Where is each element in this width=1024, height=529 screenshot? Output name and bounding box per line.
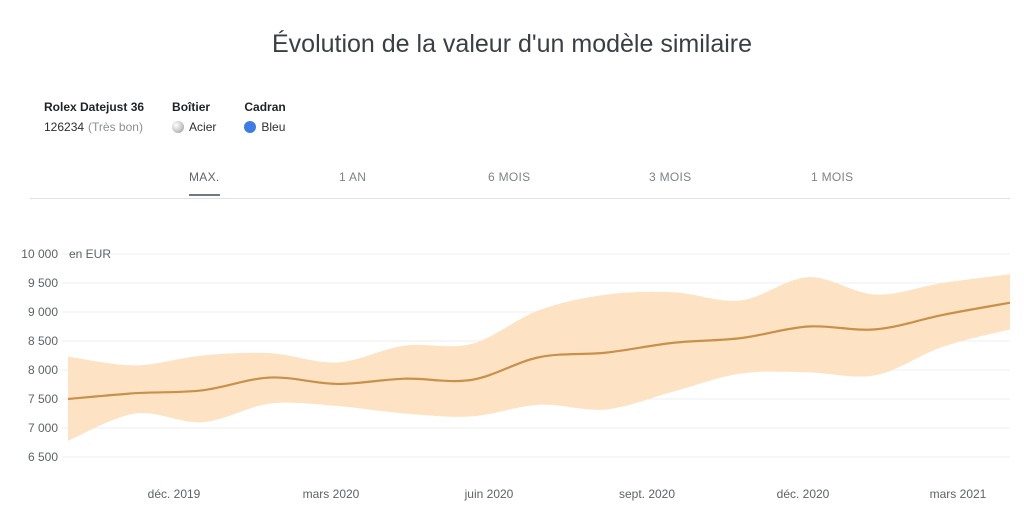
tab-max[interactable]: MAX.: [189, 170, 220, 196]
x-tick-label: sept. 2020: [619, 487, 675, 501]
price-chart: 6 500 7 000 7 500 8 000 8 500 9 000 9 500 10 00…: [21, 247, 1011, 501]
y-tick-label: 10 000: [21, 247, 58, 261]
case-value: Acier: [189, 120, 217, 134]
case-value-row: Acier: [172, 120, 216, 134]
x-tick-label: juin 2020: [464, 487, 514, 501]
y-tick-label: 6 500: [28, 450, 58, 464]
y-tick-label: 8 000: [28, 363, 58, 377]
y-tick-label: 7 000: [28, 421, 58, 435]
model-name: Rolex Datejust 36: [44, 100, 145, 114]
tab-1-mois[interactable]: 1 MOIS: [811, 170, 854, 184]
y-tick-label: 9 000: [28, 305, 58, 319]
dial-value-row: Bleu: [244, 120, 285, 134]
watch-specs: Rolex Datejust 36 126234 (Très bon) Boît…: [44, 100, 314, 134]
dial-spec: Cadran Bleu: [244, 100, 286, 134]
page-title: Évolution de la valeur d'un modèle simil…: [271, 30, 753, 58]
tab-3-mois[interactable]: 3 MOIS: [649, 170, 692, 184]
model-spec: Rolex Datejust 36 126234 (Très bon): [44, 100, 144, 134]
y-tick-label: 7 500: [28, 392, 58, 406]
model-condition: (Très bon): [88, 120, 143, 134]
case-spec: Boîtier Acier: [172, 100, 216, 134]
dial-value: Bleu: [261, 120, 286, 134]
tab-1-an[interactable]: 1 AN: [339, 170, 367, 184]
y-tick-label: 9 500: [28, 276, 58, 290]
x-tick-label: mars 2021: [930, 487, 987, 501]
blue-swatch-icon: [244, 121, 257, 133]
case-label: Boîtier: [172, 100, 211, 114]
x-tick-label: déc. 2020: [777, 487, 830, 501]
steel-swatch-icon: [172, 121, 185, 133]
tab-6-mois[interactable]: 6 MOIS: [488, 170, 531, 184]
model-reference-row: 126234 (Très bon): [44, 120, 144, 134]
dial-label: Cadran: [244, 100, 286, 114]
model-reference: 126234: [44, 120, 85, 134]
x-tick-label: mars 2020: [303, 487, 360, 501]
y-tick-label: 8 500: [28, 334, 58, 348]
y-unit-label: en EUR: [69, 247, 111, 261]
x-tick-label: déc. 2019: [148, 487, 201, 501]
period-tabs: MAX. 1 AN 6 MOIS 3 MOIS 1 MOIS: [30, 160, 1010, 199]
value-line: [67, 301, 1011, 401]
